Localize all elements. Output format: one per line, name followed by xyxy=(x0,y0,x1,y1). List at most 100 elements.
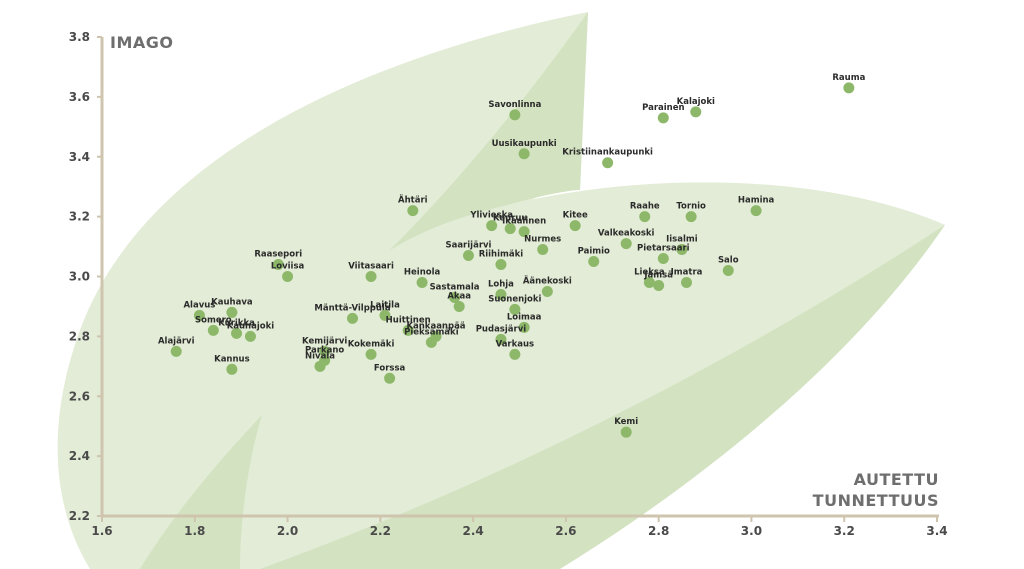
point-marker xyxy=(620,426,632,438)
leaf-upper-inner xyxy=(390,12,588,250)
point-label: Imatra xyxy=(671,267,703,277)
x-tick-label: 3.4 xyxy=(926,524,947,538)
point-label: Tornio xyxy=(676,202,706,212)
point-marker xyxy=(843,82,855,94)
point-label: Pieksämäki xyxy=(404,327,459,337)
data-point: Kokemäki xyxy=(348,339,395,360)
data-point: Imatra xyxy=(671,267,703,288)
y-tick-label: 3.4 xyxy=(69,150,90,164)
point-marker xyxy=(602,157,614,169)
data-point: Forssa xyxy=(374,363,406,384)
point-marker xyxy=(518,321,530,333)
point-marker xyxy=(653,279,665,291)
point-label: Suonenjoki xyxy=(488,294,541,304)
point-label: Somero xyxy=(195,315,232,325)
point-marker xyxy=(676,244,688,256)
point-label: Kemi xyxy=(614,417,638,427)
point-label: Loviisa xyxy=(271,262,305,272)
point-label: Kankaanpää xyxy=(406,321,465,331)
data-point: Tornio xyxy=(676,202,706,223)
leaf-right-inner xyxy=(260,225,945,569)
point-marker xyxy=(690,106,702,118)
point-label: Valkeakoski xyxy=(598,229,655,239)
point-marker xyxy=(314,360,326,372)
point-label: Laitila xyxy=(370,300,400,310)
point-marker xyxy=(509,303,521,315)
data-point: Kalajoki xyxy=(677,97,715,118)
point-marker xyxy=(384,372,396,384)
point-label: Ylivieska xyxy=(469,211,513,221)
point-label: Alajärvi xyxy=(158,336,195,346)
y-tick-label: 2.2 xyxy=(69,509,90,523)
y-tick-labels: 2.2 2.4 2.6 2.8 3.0 3.2 3.4 3.6 3.8 xyxy=(69,30,102,523)
data-point: Pieksämäki xyxy=(404,327,459,348)
y-tick-label: 3.8 xyxy=(69,30,90,44)
point-label: Pietarsaari xyxy=(637,244,690,254)
data-point: Pudasjärvi xyxy=(476,324,527,345)
y-tick-label: 3.0 xyxy=(69,270,90,284)
point-label: Salo xyxy=(718,256,739,266)
point-marker xyxy=(685,211,697,223)
point-marker xyxy=(319,345,331,357)
data-point: Äänekoski xyxy=(523,275,572,297)
data-point: Alajärvi xyxy=(158,336,195,357)
data-point: Salo xyxy=(718,256,739,277)
data-point: Varkaus xyxy=(496,339,535,360)
point-marker xyxy=(657,112,669,124)
point-marker xyxy=(541,285,553,297)
point-marker xyxy=(365,271,377,282)
point-label: Pudasjärvi xyxy=(476,324,527,334)
point-marker xyxy=(207,324,219,336)
data-point: Kauhava xyxy=(211,297,253,318)
point-marker xyxy=(495,288,507,300)
point-marker xyxy=(509,348,521,360)
x-tick-labels: 1.6 1.8 2.0 2.2 2.4 2.6 2.8 3.0 3.2 3.4 xyxy=(91,516,948,538)
point-label: Nurmes xyxy=(524,235,561,245)
x-tick-label: 3.0 xyxy=(741,524,762,538)
point-marker xyxy=(657,253,669,265)
data-point: Iisalmi xyxy=(666,235,698,256)
data-point: Kemi xyxy=(614,417,638,438)
point-marker xyxy=(402,324,414,336)
data-point: Hamina xyxy=(738,196,775,217)
point-label: Kannus xyxy=(214,354,250,364)
point-marker xyxy=(226,306,238,318)
data-point: Kurikka xyxy=(218,318,255,339)
y-axis-title: IMAGO xyxy=(110,33,174,52)
point-label: Forssa xyxy=(374,363,406,373)
point-label: Parkano xyxy=(305,345,344,355)
point-marker xyxy=(425,336,437,348)
data-point: Raahe xyxy=(630,202,660,223)
point-marker xyxy=(462,250,474,262)
point-marker xyxy=(569,220,581,232)
data-point: Raasepori xyxy=(254,250,302,271)
point-marker xyxy=(226,363,238,375)
data-point: Lieksa xyxy=(634,267,665,288)
point-label: Kokemäki xyxy=(348,339,395,349)
point-marker xyxy=(486,220,498,232)
point-label: Kauhajoki xyxy=(227,321,275,331)
point-marker xyxy=(722,265,734,277)
y-tick-label: 2.6 xyxy=(69,389,90,403)
point-label: Varkaus xyxy=(496,339,535,349)
x-tick-label: 3.2 xyxy=(834,524,855,538)
point-label: Mänttä-Vilppula xyxy=(314,303,390,313)
x-tick-label: 2.4 xyxy=(462,524,483,538)
leaf-small-bottom-left xyxy=(140,415,262,569)
y-tick-label: 2.8 xyxy=(69,329,90,343)
data-point: Loimaa xyxy=(507,312,542,333)
point-marker xyxy=(193,309,205,321)
point-marker xyxy=(244,330,256,342)
x-tick-label: 2.8 xyxy=(648,524,669,538)
point-marker xyxy=(588,256,600,268)
y-tick-label: 3.2 xyxy=(69,210,90,224)
data-point: Saarijärvi xyxy=(445,241,492,262)
data-point: Kauhajoki xyxy=(227,321,275,342)
data-point: Heinola xyxy=(404,267,441,288)
point-label: Akaa xyxy=(447,291,471,301)
point-label: Savonlinna xyxy=(488,100,541,110)
point-label: Hamina xyxy=(738,196,775,206)
x-tick-label: 2.2 xyxy=(370,524,391,538)
